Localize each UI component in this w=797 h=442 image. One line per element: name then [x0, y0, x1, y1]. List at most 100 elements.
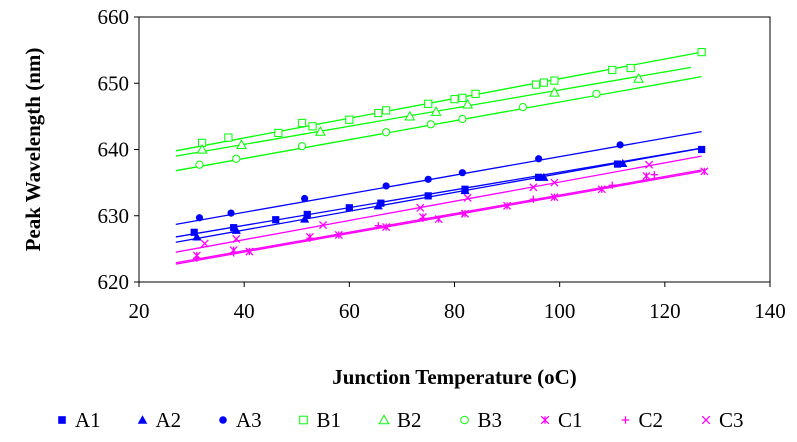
legend-label-a2: A2: [156, 408, 182, 432]
legend-item-b3: B3: [460, 408, 502, 432]
point-b2: [430, 106, 442, 116]
data-points: [190, 48, 709, 262]
y-tick-label: 650: [98, 71, 130, 95]
legend-label-c3: C3: [719, 408, 744, 432]
point-b3: [195, 160, 204, 169]
point-b1: [450, 95, 459, 104]
point-c2: [230, 249, 238, 257]
point-b1: [471, 89, 480, 98]
point-b2: [236, 139, 247, 149]
point-b1: [308, 122, 317, 131]
point-a1: [535, 173, 543, 181]
point-c3: [318, 220, 328, 230]
point-c3: [463, 193, 472, 202]
trend-line-c3: [175, 155, 702, 253]
point-a2: [539, 172, 549, 181]
point-a1: [377, 199, 385, 207]
point-c3: [529, 183, 538, 192]
point-b1: [531, 80, 541, 89]
point-a3: [535, 155, 543, 163]
point-a3: [382, 182, 390, 190]
trend-line-a3: [175, 130, 702, 226]
point-b1: [374, 108, 383, 118]
point-a1: [230, 224, 238, 232]
legend-item-c1: C1: [540, 408, 583, 432]
legend-label-c1: C1: [558, 408, 583, 432]
legend-marker-a1: [58, 416, 66, 424]
point-b2: [548, 86, 560, 97]
point-b2: [404, 110, 416, 121]
point-b3: [426, 120, 435, 129]
legend-label-a1: A1: [75, 408, 101, 432]
point-b2: [196, 143, 208, 154]
series-a2: [192, 158, 628, 241]
x-tick-label: 120: [649, 299, 681, 323]
tick-labels: 620 630 640 650 660 20 40 60 80 100 120 140: [98, 5, 786, 323]
point-c2: [458, 210, 466, 218]
point-a3: [301, 194, 309, 203]
trend-lines: [175, 51, 702, 265]
y-tick-label: 640: [98, 138, 130, 162]
point-a2: [300, 214, 310, 223]
legend-marker-a2: [137, 415, 148, 424]
trend-line-b3: [175, 75, 702, 172]
point-c2: [374, 222, 382, 230]
point-b1: [345, 115, 354, 124]
legend-item-a1: A1: [58, 408, 101, 432]
legend-label-c2: C2: [639, 408, 664, 432]
point-b2: [462, 98, 474, 109]
point-c1: [503, 201, 512, 210]
point-b1: [626, 63, 635, 73]
point-a3: [227, 209, 235, 217]
point-a1: [698, 145, 706, 154]
point-b1: [224, 133, 233, 142]
series-c2: [193, 171, 658, 262]
series-a3: [195, 141, 624, 222]
x-tick-label: 140: [754, 299, 786, 323]
x-tick-label: 60: [339, 299, 360, 323]
point-a3: [458, 169, 466, 177]
point-c1: [597, 185, 606, 194]
point-c2: [419, 214, 427, 222]
point-b3: [518, 103, 527, 112]
point-b3: [458, 114, 467, 124]
x-tick-label: 100: [544, 299, 576, 323]
legend-label-a3: A3: [236, 408, 262, 432]
legend-item-a3: A3: [219, 408, 262, 432]
point-b2: [314, 125, 326, 136]
point-c2: [608, 181, 616, 189]
legend-label-b1: B1: [317, 408, 342, 432]
point-a1: [345, 204, 353, 212]
series-b2: [196, 72, 644, 154]
point-b1: [382, 106, 391, 115]
x-tick-label: 20: [129, 299, 150, 323]
point-c2: [306, 234, 314, 242]
legend-item-b2: B2: [378, 408, 422, 432]
point-a3: [195, 214, 204, 222]
legend-marker-c2: [621, 416, 630, 424]
legend: A1 A2 A3 B1 B2 B3 C1 C2 C3: [58, 408, 744, 432]
point-c3: [644, 160, 654, 169]
series-c1: [192, 167, 709, 260]
legend-item-b1: B1: [299, 408, 342, 432]
series-b3: [195, 89, 601, 169]
point-b1: [274, 128, 283, 138]
point-c1: [382, 222, 391, 232]
trend-line-b1: [175, 51, 702, 152]
series-c3: [200, 160, 654, 248]
point-a1: [303, 210, 311, 219]
point-b1: [297, 118, 307, 128]
x-tick-label: 40: [234, 299, 255, 323]
point-b1: [697, 48, 706, 57]
point-a2: [618, 158, 628, 168]
legend-marker-c1: [540, 415, 550, 425]
point-c1: [550, 193, 559, 202]
point-c1: [245, 247, 254, 256]
point-c3: [416, 203, 425, 212]
point-a1: [613, 160, 622, 168]
point-a3: [424, 175, 432, 183]
point-c1: [434, 215, 443, 224]
point-b3: [382, 128, 391, 137]
point-a1: [272, 216, 280, 224]
